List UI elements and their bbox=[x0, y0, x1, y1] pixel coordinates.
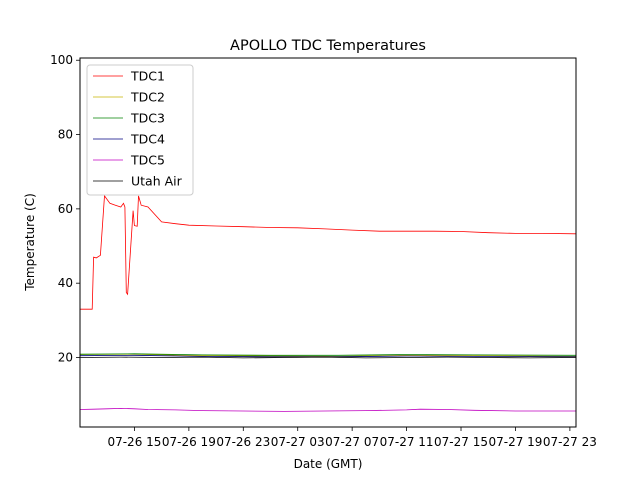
series-line-tdc4 bbox=[79, 354, 577, 358]
x-tick-label: 07-26 15 bbox=[107, 435, 161, 449]
legend-label: TDC1 bbox=[130, 69, 165, 84]
y-axis-ticks: 20 40 60 80 100 bbox=[50, 53, 80, 365]
y-tick-label: 80 bbox=[58, 128, 73, 142]
legend-label: Utah Air bbox=[131, 174, 183, 189]
x-tick-label: 07-27 15 bbox=[434, 435, 488, 449]
x-tick-label: 07-26 19 bbox=[162, 435, 216, 449]
legend: TDC1 TDC2 TDC3 TDC4 TDC5 Utah Air bbox=[86, 64, 194, 196]
y-axis-label: Temperature (C) bbox=[23, 193, 37, 292]
x-tick-label: 07-27 23 bbox=[543, 435, 597, 449]
y-tick-label: 60 bbox=[58, 202, 73, 216]
series-line-tdc5 bbox=[79, 407, 576, 412]
legend-box bbox=[86, 64, 194, 196]
series-line-tdc3 bbox=[79, 353, 577, 356]
series-line-tdc1 bbox=[80, 194, 577, 310]
legend-label: TDC5 bbox=[130, 153, 165, 168]
x-tick-label: 07-27 11 bbox=[380, 435, 434, 449]
legend-label: TDC4 bbox=[130, 132, 165, 147]
x-axis-label: Date (GMT) bbox=[294, 457, 363, 471]
chart-title: APOLLO TDC Temperatures bbox=[230, 38, 426, 54]
y-tick-label: 20 bbox=[58, 351, 73, 365]
x-tick-label: 07-27 07 bbox=[325, 435, 379, 449]
x-tick-label: 07-27 03 bbox=[271, 435, 325, 449]
legend-label: TDC3 bbox=[130, 111, 165, 126]
series-line-utah-air bbox=[79, 356, 577, 359]
y-tick-label: 40 bbox=[58, 276, 73, 290]
legend-label: TDC2 bbox=[130, 90, 165, 105]
series-lines bbox=[79, 194, 577, 412]
y-tick-label: 100 bbox=[50, 53, 73, 67]
x-tick-label: 07-27 19 bbox=[488, 435, 542, 449]
series-line-tdc2 bbox=[79, 353, 577, 357]
plot-frame bbox=[79, 57, 577, 428]
x-axis-ticks: 07-26 15 07-26 19 07-26 23 07-27 03 07-27 07… bbox=[107, 427, 597, 449]
x-tick-label: 07-26 23 bbox=[216, 435, 270, 449]
